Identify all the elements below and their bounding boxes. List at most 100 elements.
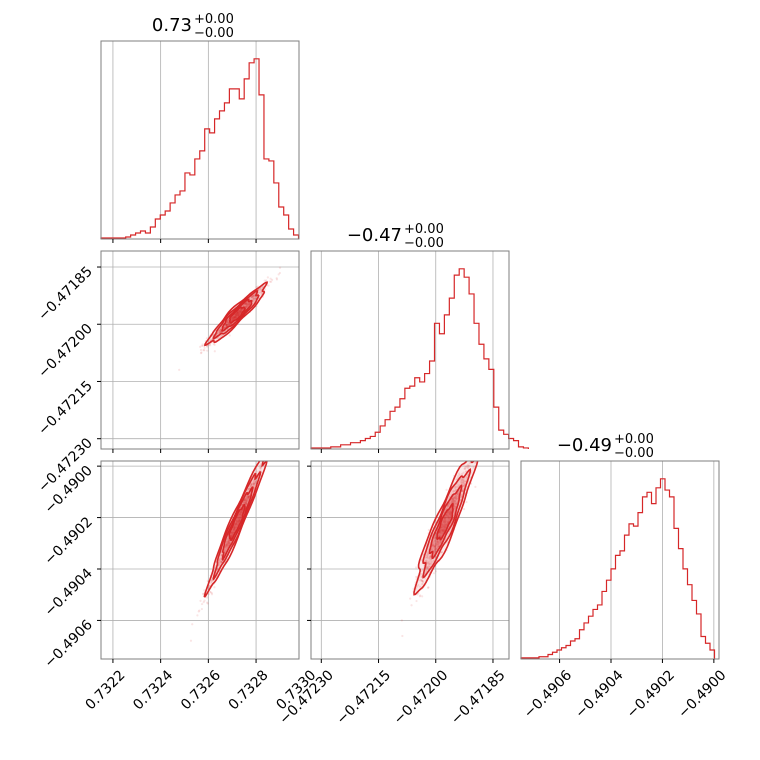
panel-0-2-point [264, 454, 266, 456]
panel-0-1 [97, 251, 299, 453]
title-1-plus: +0.00 [404, 222, 444, 237]
xtick-label-param-1-3: −0.47185 [448, 667, 509, 728]
panel-0-2-point [268, 445, 270, 447]
panel-1-2-point [486, 431, 488, 433]
panel-0-1-point [203, 349, 205, 351]
panel-1-2-point [467, 452, 469, 454]
panel-0-1-point [276, 278, 278, 280]
panel-1-2-point [472, 456, 474, 458]
panel-0-2-point [207, 602, 209, 604]
xtick-label-param-1-2: −0.47200 [391, 667, 452, 728]
panel-0-2-point [201, 608, 203, 610]
panel-0-1-point [178, 369, 180, 371]
ytick-label-param-1-1: −0.47215 [35, 378, 96, 439]
panel-0-1-point [270, 281, 272, 283]
histogram-param-2 [521, 461, 719, 663]
xtick-label-param-2-1: −0.4904 [572, 667, 626, 721]
title-1-minus: −0.00 [404, 236, 444, 251]
panel-1-2 [307, 418, 509, 663]
panel-0-1-point [279, 267, 281, 269]
panel-1-2-point [445, 489, 447, 491]
panel-0-1-point [206, 346, 208, 348]
ytick-label-param-2-0: −0.4906 [42, 617, 96, 671]
panel-1-2-frame [311, 461, 509, 659]
panel-0-2-point [196, 614, 198, 616]
panel-0-2-point [199, 600, 201, 602]
panel-1-2-point [401, 619, 403, 621]
title-0-minus: −0.00 [194, 26, 234, 41]
ytick-label-param-1-2: −0.47200 [35, 321, 96, 382]
panel-0-2-point [213, 586, 215, 588]
panel-0-2-point [282, 414, 284, 416]
panel-0-2-point [264, 457, 266, 459]
panel-0-2-point [208, 593, 210, 595]
panel-1-2-point [478, 445, 480, 447]
panel-0-2-point [211, 593, 213, 595]
panel-1-2-point [401, 635, 403, 637]
panel-0-2-point [191, 623, 193, 625]
histogram-param-1 [311, 251, 528, 453]
xtick-label-param-1-1: −0.47215 [334, 667, 395, 728]
panel-0-1-point [265, 279, 267, 281]
panel-0-1-point [229, 334, 231, 336]
hist-2-frame [521, 461, 719, 659]
panel-1-2-point [470, 457, 472, 459]
panel-1-2-point [470, 458, 472, 460]
panel-0-1-point [271, 279, 273, 281]
panel-0-2-point [201, 603, 203, 605]
panel-1-2-point [435, 570, 437, 572]
hist-1-frame [311, 251, 509, 449]
panel-1-2-point [463, 508, 465, 510]
panel-1-2-point [482, 435, 484, 437]
hist-0-frame [101, 41, 299, 239]
xtick-label-param-0-1: 0.7324 [130, 667, 176, 713]
panel-0-1-point [267, 276, 269, 278]
panel-0-2-point [268, 450, 270, 452]
panel-0-1-point [214, 350, 216, 352]
panel-1-2-point [480, 440, 482, 442]
panel-0-1-point [278, 273, 280, 275]
panel-0-2-point [268, 447, 270, 449]
histogram-param-0 [101, 41, 299, 243]
ytick-label-param-1-3: −0.47185 [35, 264, 96, 325]
panel-1-2-point [433, 572, 435, 574]
panel-0-2-frame [101, 461, 299, 659]
panel-0-2-point [269, 454, 271, 456]
panel-0-2-point [264, 452, 266, 454]
panel-1-2-point [473, 456, 475, 458]
hist-2-steps [521, 479, 715, 659]
xtick-label-param-2-3: −0.4900 [675, 667, 729, 721]
title-param-0: 0.73 +0.00−0.00 [152, 12, 234, 41]
title-param-2: −0.49 +0.00−0.00 [557, 432, 654, 461]
panel-1-2-point [472, 450, 474, 452]
xtick-label-param-0-2: 0.7326 [178, 667, 224, 713]
panel-1-2-point [476, 458, 478, 460]
xtick-label-param-0-0: 0.7322 [83, 667, 129, 713]
panel-1-2-point [473, 458, 475, 460]
title-param-1: −0.47 +0.00−0.00 [347, 222, 444, 251]
panel-1-2-point [415, 566, 417, 568]
xtick-label-param-2-0: −0.4906 [521, 667, 575, 721]
panel-0-2-point [206, 596, 208, 598]
panel-0-2-point [260, 459, 262, 461]
panel-1-2-point [419, 594, 421, 596]
panel-0-1-point [267, 284, 269, 286]
panel-1-2-point [409, 598, 411, 600]
panel-1-2-point [421, 595, 423, 597]
ytick-label-param-2-1: −0.4904 [42, 565, 96, 619]
panel-1-2-point [478, 456, 480, 458]
panel-1-2-point [481, 441, 483, 443]
panel-0-2-point [190, 640, 192, 642]
panel-0-1-point [203, 347, 205, 349]
panel-0-2-point [264, 450, 266, 452]
panel-0-1-point [200, 349, 202, 351]
panel-1-2-point [415, 600, 417, 602]
panel-1-2-point [465, 501, 467, 503]
panel-1-2-point [479, 432, 481, 434]
panel-1-2-point [481, 450, 483, 452]
panel-0-2-point [198, 610, 200, 612]
panel-0-2-point [268, 451, 270, 453]
title-2-minus: −0.00 [614, 446, 654, 461]
title-1-value: −0.47 [347, 225, 402, 246]
